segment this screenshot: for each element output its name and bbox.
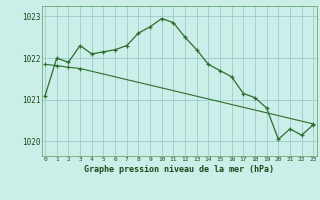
X-axis label: Graphe pression niveau de la mer (hPa): Graphe pression niveau de la mer (hPa) bbox=[84, 165, 274, 174]
